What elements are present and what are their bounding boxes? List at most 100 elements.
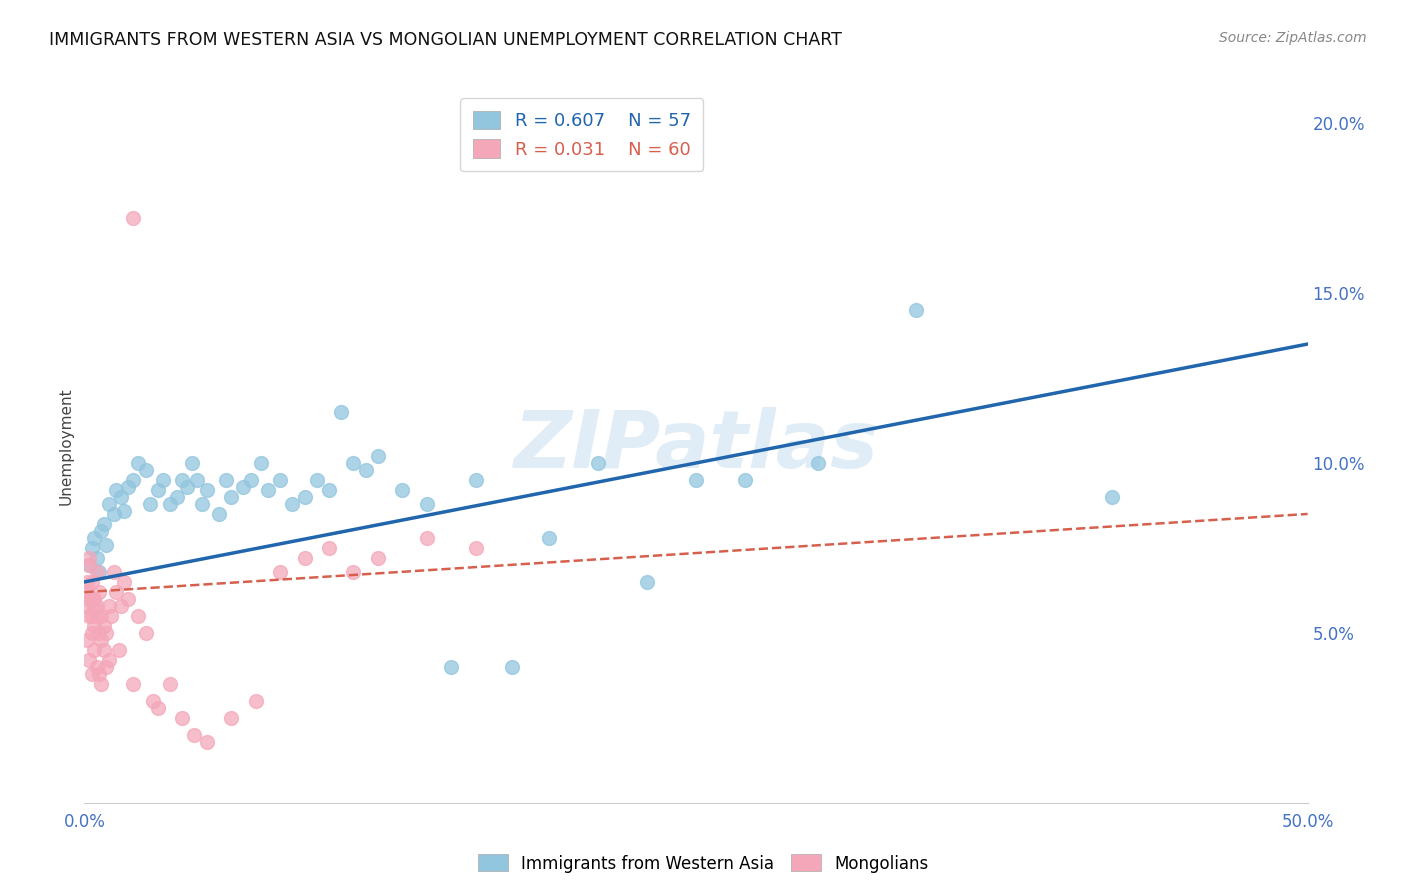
Point: [186, 473, 208, 487]
Point: [112, 503, 135, 517]
Point: [367, 551, 389, 566]
Point: [122, 211, 145, 226]
Point: [127, 608, 149, 623]
Point: [135, 626, 157, 640]
Point: [117, 480, 139, 494]
Point: [464, 541, 486, 555]
Point: [80, 591, 103, 606]
Point: [87, 585, 110, 599]
Point: [93, 517, 115, 532]
Point: [294, 490, 316, 504]
Point: [139, 497, 162, 511]
Point: [76, 574, 98, 589]
Point: [807, 456, 830, 470]
Point: [77, 551, 100, 566]
Point: [83, 591, 105, 606]
Point: [146, 483, 169, 498]
Point: [76, 632, 98, 647]
Point: [135, 463, 157, 477]
Point: [416, 531, 439, 545]
Point: [96, 626, 118, 640]
Point: [122, 677, 145, 691]
Point: [636, 574, 658, 589]
Point: [416, 497, 439, 511]
Point: [269, 565, 291, 579]
Point: [354, 463, 377, 477]
Point: [176, 480, 198, 494]
Point: [93, 643, 115, 657]
Point: [83, 531, 105, 545]
Point: [219, 490, 242, 504]
Point: [80, 666, 103, 681]
Point: [96, 660, 118, 674]
Point: [77, 608, 100, 623]
Text: ZIPatlas: ZIPatlas: [513, 407, 879, 485]
Point: [245, 694, 267, 708]
Point: [127, 456, 149, 470]
Point: [103, 565, 125, 579]
Point: [83, 643, 105, 657]
Point: [77, 558, 100, 572]
Point: [86, 599, 108, 613]
Text: Source: ZipAtlas.com: Source: ZipAtlas.com: [1219, 31, 1367, 45]
Point: [77, 558, 100, 572]
Point: [77, 653, 100, 667]
Point: [87, 666, 110, 681]
Point: [586, 456, 609, 470]
Point: [215, 473, 238, 487]
Point: [159, 497, 181, 511]
Point: [342, 565, 364, 579]
Point: [122, 473, 145, 487]
Point: [391, 483, 413, 498]
Point: [83, 619, 105, 633]
Point: [257, 483, 280, 498]
Point: [464, 473, 486, 487]
Point: [502, 660, 524, 674]
Point: [90, 677, 112, 691]
Point: [219, 711, 242, 725]
Point: [80, 626, 103, 640]
Point: [318, 483, 340, 498]
Point: [103, 507, 125, 521]
Point: [172, 711, 194, 725]
Point: [112, 574, 135, 589]
Point: [318, 541, 340, 555]
Point: [239, 473, 262, 487]
Point: [281, 497, 304, 511]
Point: [80, 608, 103, 623]
Point: [80, 574, 103, 589]
Point: [166, 490, 188, 504]
Point: [90, 524, 112, 538]
Point: [97, 599, 120, 613]
Point: [1101, 490, 1123, 504]
Point: [76, 585, 98, 599]
Point: [191, 497, 214, 511]
Point: [142, 694, 165, 708]
Point: [86, 660, 108, 674]
Point: [97, 653, 120, 667]
Point: [305, 473, 328, 487]
Point: [93, 619, 115, 633]
Point: [76, 599, 98, 613]
Point: [105, 585, 128, 599]
Point: [159, 677, 181, 691]
Point: [342, 456, 364, 470]
Point: [105, 483, 128, 498]
Point: [86, 608, 108, 623]
Point: [172, 473, 194, 487]
Point: [367, 449, 389, 463]
Point: [249, 456, 271, 470]
Point: [86, 551, 108, 566]
Point: [90, 632, 112, 647]
Point: [734, 473, 756, 487]
Point: [77, 591, 100, 606]
Point: [294, 551, 316, 566]
Legend: Immigrants from Western Asia, Mongolians: Immigrants from Western Asia, Mongolians: [471, 847, 935, 880]
Point: [90, 608, 112, 623]
Point: [183, 728, 205, 742]
Point: [86, 565, 108, 579]
Legend: R = 0.607    N = 57, R = 0.031    N = 60: R = 0.607 N = 57, R = 0.031 N = 60: [460, 98, 703, 171]
Point: [181, 456, 204, 470]
Point: [330, 405, 353, 419]
Point: [152, 473, 174, 487]
